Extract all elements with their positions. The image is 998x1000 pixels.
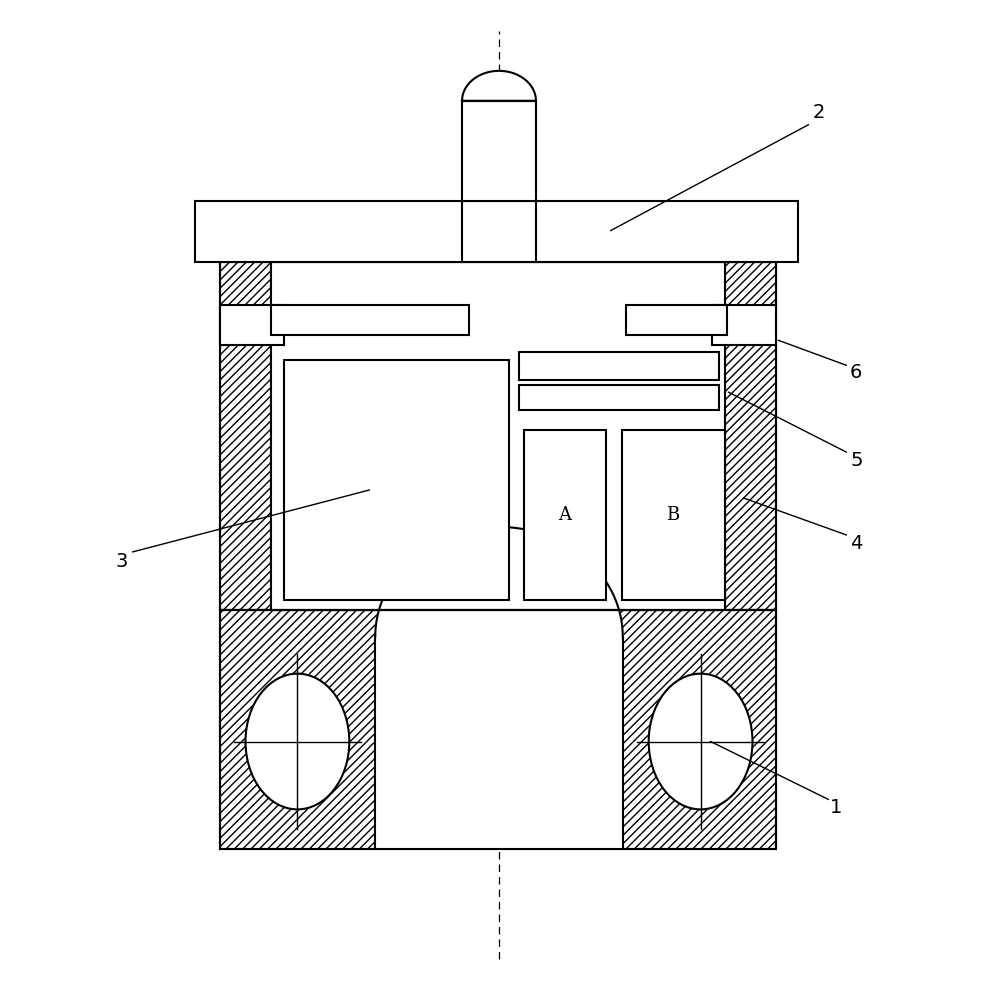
- Text: 4: 4: [850, 534, 862, 553]
- Polygon shape: [462, 71, 536, 101]
- Ellipse shape: [246, 674, 349, 809]
- Bar: [524, 430, 606, 600]
- Text: 2: 2: [812, 103, 824, 122]
- Ellipse shape: [649, 674, 752, 809]
- Bar: [519, 352, 719, 380]
- Text: 6: 6: [850, 363, 862, 382]
- Text: A: A: [558, 506, 572, 524]
- Bar: [284, 360, 509, 600]
- Bar: [220, 305, 284, 345]
- Bar: [271, 262, 725, 610]
- Bar: [195, 201, 798, 262]
- Bar: [725, 262, 776, 610]
- Text: B: B: [667, 506, 680, 524]
- Bar: [626, 305, 727, 335]
- Bar: [271, 262, 725, 610]
- Bar: [519, 385, 719, 410]
- Polygon shape: [375, 527, 623, 849]
- Bar: [271, 305, 469, 335]
- Bar: [220, 262, 271, 610]
- Text: 1: 1: [830, 798, 842, 817]
- Bar: [220, 610, 776, 849]
- Bar: [462, 101, 536, 201]
- Text: 5: 5: [850, 451, 862, 470]
- Bar: [220, 262, 776, 610]
- Bar: [220, 610, 776, 849]
- Bar: [712, 305, 776, 345]
- Text: 3: 3: [116, 552, 128, 571]
- Bar: [622, 430, 725, 600]
